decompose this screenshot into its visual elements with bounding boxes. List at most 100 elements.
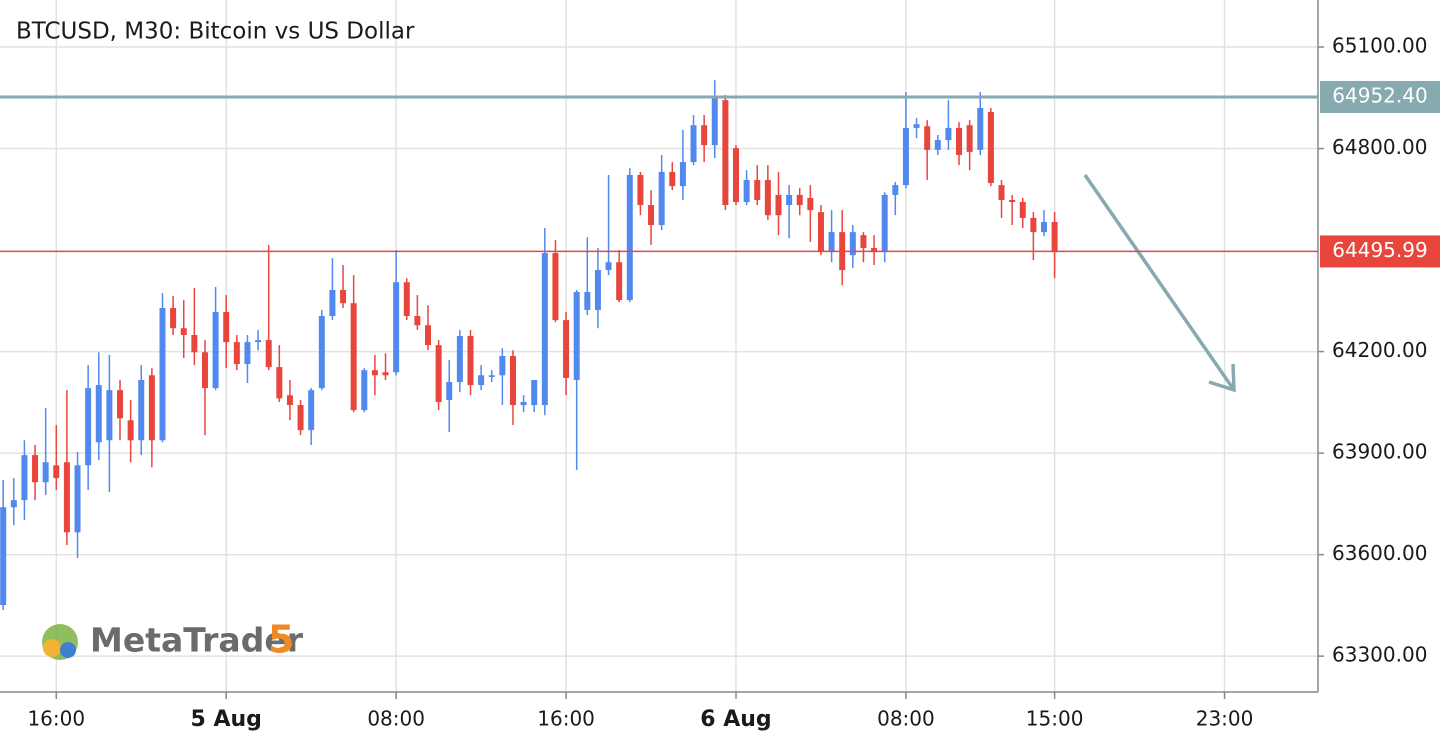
candle-body xyxy=(563,320,570,378)
candle-body xyxy=(541,253,548,406)
candle-body xyxy=(616,262,623,301)
candle xyxy=(892,182,899,216)
candle-body xyxy=(711,96,718,146)
candle-body xyxy=(531,380,538,406)
candle-body xyxy=(828,232,835,253)
candle xyxy=(701,115,708,163)
candle-body xyxy=(382,372,389,376)
candle-body xyxy=(520,402,527,406)
candle xyxy=(1009,194,1016,226)
candle-body xyxy=(881,194,888,253)
candle xyxy=(212,286,219,391)
candle-body xyxy=(987,112,994,184)
candle-body xyxy=(743,180,750,203)
candle-body xyxy=(1040,221,1047,233)
candle-body xyxy=(286,395,293,406)
candle-body xyxy=(669,171,676,187)
candle xyxy=(690,115,697,166)
candle xyxy=(446,360,453,433)
candle-body xyxy=(648,205,655,226)
candle-body xyxy=(860,235,867,249)
candle-body xyxy=(679,162,686,187)
candle xyxy=(255,329,262,351)
candle xyxy=(308,388,315,445)
x-tick-label: 15:00 xyxy=(1026,707,1084,731)
candle-body xyxy=(329,289,336,317)
candle xyxy=(743,170,750,206)
candle xyxy=(860,232,867,263)
candle-body xyxy=(53,465,60,479)
candle-body xyxy=(180,328,187,336)
candles xyxy=(0,80,1058,611)
y-tick-label: 63600.00 xyxy=(1332,541,1427,565)
x-tick-label: 6 Aug xyxy=(700,707,771,732)
candle-body xyxy=(414,316,421,326)
candle-body xyxy=(127,420,134,441)
candle xyxy=(467,329,474,396)
candle xyxy=(849,225,856,269)
candle-body xyxy=(902,127,909,186)
y-tick-label: 65100.00 xyxy=(1332,34,1427,58)
watermark: MetaTrader 5 xyxy=(42,618,304,662)
candle-body xyxy=(488,375,495,377)
candle-body xyxy=(626,174,633,301)
candle xyxy=(998,180,1005,218)
candle xyxy=(21,440,28,521)
candle-body xyxy=(233,342,240,365)
candle xyxy=(403,278,410,321)
arrow-shaft xyxy=(1083,174,1236,391)
candle xyxy=(159,293,166,443)
candle-body xyxy=(21,455,28,501)
candle xyxy=(95,352,102,461)
candle xyxy=(1040,210,1047,237)
candle xyxy=(191,287,198,366)
candle xyxy=(170,296,177,336)
y-tick-label: 63300.00 xyxy=(1332,643,1427,667)
candle-body xyxy=(371,370,378,376)
candle-body xyxy=(10,500,17,508)
chart-title: BTCUSD, M30: Bitcoin vs US Dollar xyxy=(16,19,415,45)
candle-body xyxy=(435,345,442,403)
candle xyxy=(53,425,60,490)
candle-body xyxy=(1019,202,1026,218)
candle-body xyxy=(32,455,39,483)
candle-body xyxy=(106,390,113,441)
candle-body xyxy=(170,307,177,329)
logo-icon xyxy=(43,639,61,657)
candle-body xyxy=(754,180,761,200)
candle xyxy=(138,365,145,456)
candle xyxy=(329,258,336,321)
candle xyxy=(658,154,665,231)
candle-body xyxy=(658,171,665,226)
candle xyxy=(711,80,718,159)
candle-body xyxy=(138,380,145,441)
candle-body xyxy=(361,370,368,411)
candle-body xyxy=(425,325,432,346)
arrow-head xyxy=(1208,363,1236,393)
candle-body xyxy=(956,127,963,155)
candle xyxy=(573,289,580,471)
candle-body xyxy=(594,270,601,310)
candle xyxy=(775,171,782,236)
candle xyxy=(552,239,559,323)
candle-body xyxy=(1051,221,1058,253)
candle xyxy=(722,95,729,211)
y-tick-label: 64200.00 xyxy=(1332,338,1427,362)
candle-body xyxy=(637,174,644,206)
candle-body xyxy=(467,336,474,386)
candle xyxy=(371,354,378,396)
candle-body xyxy=(1030,217,1037,233)
candle-body xyxy=(85,388,92,466)
candle xyxy=(201,340,208,436)
candle xyxy=(382,353,389,381)
candle-body xyxy=(966,125,973,152)
candle-body xyxy=(403,282,410,317)
price-level-label: 64495.99 xyxy=(1332,238,1427,262)
candle xyxy=(425,305,432,351)
candle-body xyxy=(308,390,315,431)
candle xyxy=(74,452,81,558)
candle xyxy=(85,365,92,490)
candle xyxy=(180,300,187,359)
candle xyxy=(340,264,347,308)
candle-body xyxy=(977,107,984,150)
